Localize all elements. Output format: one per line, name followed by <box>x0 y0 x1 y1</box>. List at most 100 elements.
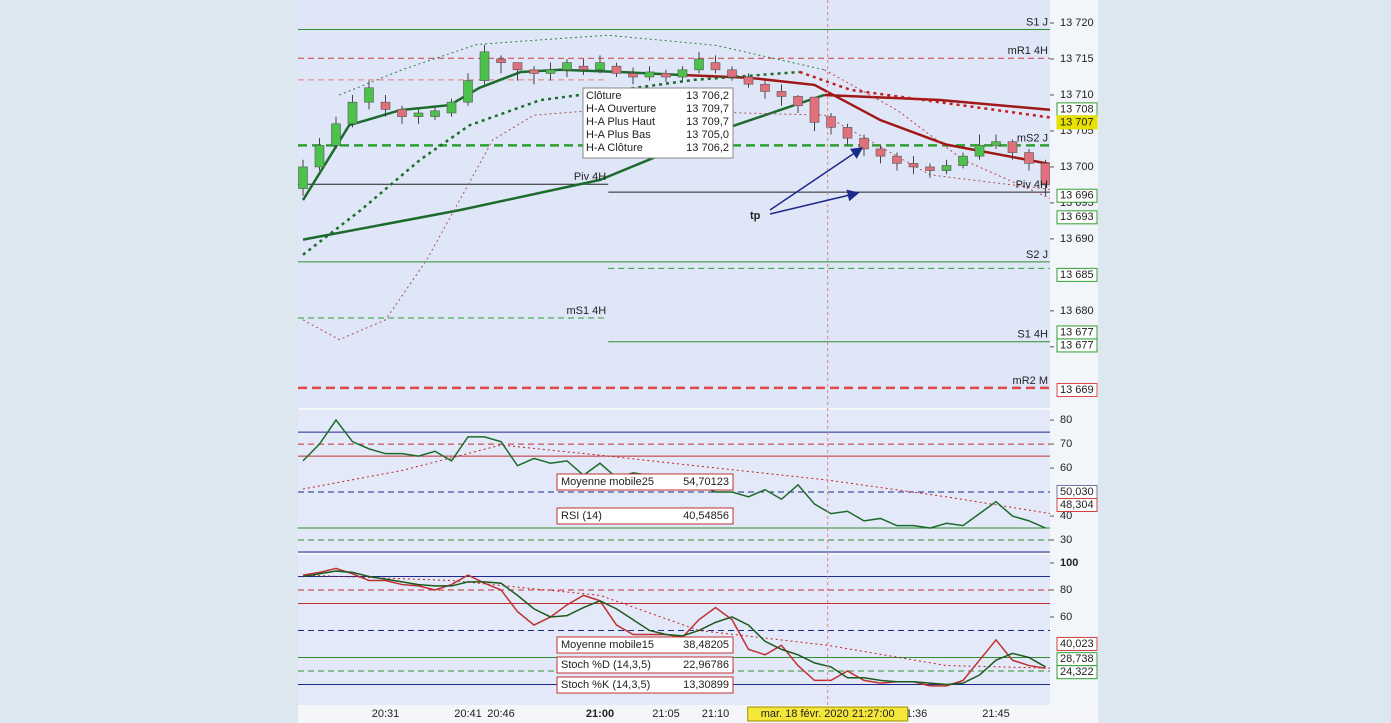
price-tag-label: 13 708 <box>1060 103 1094 115</box>
candle-body <box>809 96 820 123</box>
annotation-arrow <box>769 189 860 215</box>
overlay-line <box>824 69 1050 199</box>
overlay-line <box>302 70 800 256</box>
candle-body <box>595 62 605 71</box>
candle-body <box>875 148 886 157</box>
y-tick-label: 13 690 <box>1060 233 1094 245</box>
y-tick-label: 13 710 <box>1060 89 1094 101</box>
candle-body <box>413 112 424 117</box>
price-tag <box>1056 115 1098 130</box>
panel-plot <box>298 29 1050 390</box>
tooltip-value: 13 705,0 <box>686 129 729 141</box>
tooltip-name: H-A Clôture <box>586 142 643 154</box>
y-tick-label: 13 680 <box>1060 305 1094 317</box>
candle-body <box>314 145 325 168</box>
x-tick-label: 20:31 <box>372 708 400 720</box>
tooltip-name: H-A Plus Haut <box>586 116 655 128</box>
overlay-line <box>302 444 1050 515</box>
indicator-box <box>556 636 734 654</box>
price-tag-label: 24,322 <box>1060 666 1094 678</box>
price-tag-label: 28,738 <box>1060 653 1094 665</box>
candle-body <box>479 51 490 81</box>
y-tick-label: 13 700 <box>1060 161 1094 173</box>
candle-body <box>842 127 853 139</box>
indicator-value: 38,48205 <box>683 639 729 651</box>
price-tag-label: 50,030 <box>1060 486 1094 498</box>
candle-body <box>446 101 457 114</box>
level-label: Piv 4H <box>1016 179 1048 191</box>
price-tag <box>1056 665 1098 680</box>
annotation: tp <box>750 210 761 222</box>
price-tag <box>1056 383 1098 398</box>
candle-body <box>496 58 506 63</box>
axis-background <box>1050 555 1098 705</box>
axis-background <box>1050 410 1098 553</box>
indicator-value: 22,96786 <box>683 659 729 671</box>
indicator-box <box>556 507 734 525</box>
overlay-line <box>339 34 825 96</box>
x-tick-label: 21:10 <box>702 708 730 720</box>
candle-body <box>661 73 671 78</box>
x-tick-label: 21:45 <box>982 708 1010 720</box>
cursor-label: mar. 18 févr. 2020 21:27:00 <box>761 708 895 720</box>
indicator-name: Moyenne mobile25 <box>561 476 654 488</box>
annotation-arrow <box>769 147 864 211</box>
candle-body <box>941 165 952 171</box>
candle-body <box>694 58 704 71</box>
indicator-name: Stoch %K (14,3,5) <box>561 679 650 691</box>
candle-body <box>611 65 622 74</box>
level-label: mR1 4H <box>1008 45 1048 57</box>
level-label: Piv 4H <box>574 171 606 183</box>
x-tick-label: 21:00 <box>586 708 614 720</box>
y-tick-label: 70 <box>1060 438 1072 450</box>
candle-body <box>529 69 539 74</box>
candle-body <box>776 91 787 97</box>
candle-body <box>430 110 440 117</box>
indicator-value: 54,70123 <box>683 476 729 488</box>
indicator-name: Moyenne mobile15 <box>561 639 654 651</box>
price-tag-label: 13 669 <box>1060 384 1094 396</box>
level-label: mS2 J <box>1017 132 1048 144</box>
y-tick-label: 40 <box>1060 510 1072 522</box>
y-tick-label: 60 <box>1060 611 1072 623</box>
tooltip-name: H-A Ouverture <box>586 103 656 115</box>
tooltip-value: 13 709,7 <box>686 116 729 128</box>
x-tick-label: 21:05 <box>652 708 680 720</box>
price-tag <box>1056 497 1098 512</box>
indicator-value: 40,54856 <box>683 510 729 522</box>
tooltip-name: H-A Plus Bas <box>586 129 651 141</box>
candle-body <box>331 123 341 146</box>
tooltip-value: 13 709,7 <box>686 103 729 115</box>
candle-body <box>826 116 836 128</box>
candle-body <box>908 163 919 168</box>
price-tag-label: 13 693 <box>1060 211 1094 223</box>
candle-body <box>892 155 902 164</box>
candle-body <box>727 69 737 78</box>
cursor-label-box <box>747 706 909 722</box>
candle-body <box>1007 141 1018 153</box>
candle-body <box>760 83 770 92</box>
price-tag <box>1056 267 1098 282</box>
candle-body <box>677 69 688 78</box>
candle-body <box>298 166 308 189</box>
level-label: S1 4H <box>1017 329 1048 341</box>
price-tag-label: 13 677 <box>1060 326 1094 338</box>
x-tick-label: 20:41 <box>454 708 482 720</box>
price-tag <box>1056 636 1098 651</box>
price-tag-label: 13 707 <box>1060 116 1094 128</box>
candle-body <box>347 101 358 125</box>
y-tick-label: 80 <box>1060 414 1072 426</box>
tooltip-value: 13 706,2 <box>686 142 729 154</box>
candle-body <box>380 101 391 110</box>
overlay-line <box>824 93 1050 112</box>
level-label: S2 J <box>1026 249 1048 261</box>
indicator-box <box>556 676 734 694</box>
candle-body <box>793 96 803 107</box>
overlay-line <box>302 109 1050 341</box>
level-label: S1 J <box>1026 16 1048 28</box>
tooltip-name: Clôture <box>586 90 621 102</box>
candle-body <box>397 109 407 117</box>
y-tick-label: 60 <box>1060 462 1072 474</box>
price-tag-label: 40,023 <box>1060 638 1094 650</box>
candle-body <box>578 65 589 71</box>
